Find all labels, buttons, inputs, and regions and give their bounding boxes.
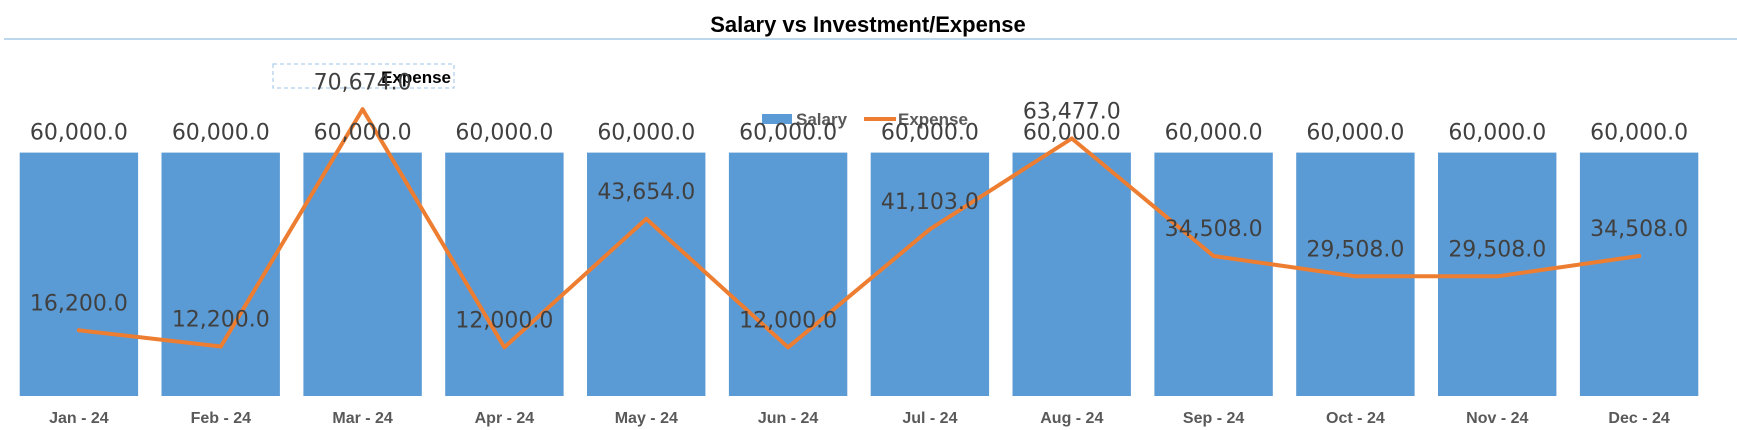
expense-point-11 <box>1495 274 1500 279</box>
salary-bar-8 <box>1012 152 1131 396</box>
expense-data-label-11: 29,508.0 <box>1448 237 1546 262</box>
x-tick-label-10: Oct - 24 <box>1326 410 1385 427</box>
salary-bar-2 <box>161 152 280 396</box>
x-axis-tick-labels: Jan - 24 Feb - 24 Mar - 24 Apr - 24 May - 24… <box>49 410 1670 427</box>
salary-data-label-2: 60,000.0 <box>172 121 270 146</box>
salary-data-label-1: 60,000.0 <box>30 121 128 146</box>
chart-title: Salary vs Investment/Expense <box>710 12 1026 37</box>
expense-point-1 <box>76 328 81 333</box>
annotation-box <box>272 63 455 89</box>
salary-data-label-6: 60,000.0 <box>739 121 837 146</box>
expense-point-9 <box>1211 254 1216 258</box>
salary-data-label-12: 60,000.0 <box>1590 121 1688 146</box>
x-tick-label-3: Mar - 24 <box>332 410 393 427</box>
salary-data-label-8: 60,000.0 <box>1023 121 1121 146</box>
salary-data-label-4: 60,000.0 <box>455 121 553 146</box>
legend-label-salary: Salary <box>796 110 848 129</box>
x-tick-label-1: Jan - 24 <box>49 410 109 427</box>
expense-point-3 <box>360 107 365 112</box>
salary-data-labels: 60,000.0 60,000.0 60,000.0 60,000.0 60,000.0… <box>30 121 1688 146</box>
legend: Salary Expense <box>762 110 968 129</box>
expense-data-label-8: 63,477.0 <box>1023 100 1121 125</box>
salary-data-label-3: 60,000.0 <box>314 121 412 146</box>
salary-data-label-9: 60,000.0 <box>1165 121 1263 146</box>
salary-data-label-7: 60,000.0 <box>881 121 979 146</box>
x-tick-label-2: Feb - 24 <box>191 410 252 427</box>
x-tick-label-7: Jul - 24 <box>902 410 957 427</box>
expense-data-label-12: 34,508.0 <box>1590 217 1688 242</box>
salary-bar-4 <box>445 152 564 396</box>
expense-line-group <box>76 107 1642 350</box>
annotation-label: Expense <box>381 68 451 87</box>
expense-data-label-10: 29,508.0 <box>1306 237 1404 262</box>
expense-point-12 <box>1637 254 1642 258</box>
legend-swatch-salary <box>762 114 792 124</box>
salary-data-label-10: 60,000.0 <box>1306 121 1404 146</box>
expense-data-label-1: 16,200.0 <box>30 291 128 316</box>
salary-data-label-5: 60,000.0 <box>597 121 695 146</box>
expense-data-label-7: 41,103.0 <box>881 190 979 215</box>
salary-bar-3 <box>303 152 422 396</box>
expense-point-10 <box>1353 274 1358 279</box>
salary-bar-1 <box>19 152 139 396</box>
salary-bar-12 <box>1579 152 1699 396</box>
x-tick-label-4: Apr - 24 <box>475 410 535 427</box>
expense-point-6 <box>786 345 791 350</box>
salary-bar-6 <box>728 152 848 396</box>
expense-point-7 <box>927 227 932 232</box>
expense-data-label-9: 34,508.0 <box>1165 217 1263 242</box>
salary-bars <box>19 152 1699 396</box>
salary-bar-5 <box>587 152 706 396</box>
expense-point-2 <box>218 344 223 349</box>
x-tick-label-5: May - 24 <box>615 410 678 427</box>
expense-data-label-5: 43,654.0 <box>597 180 695 205</box>
expense-data-label-4: 12,000.0 <box>455 308 553 333</box>
expense-point-4 <box>502 345 507 350</box>
expense-line <box>76 107 1642 350</box>
legend-label-expense: Expense <box>898 110 968 129</box>
expense-data-labels: 16,200.0 12,200.0 70,674.0 12,000.0 43,654.0… <box>30 70 1688 333</box>
salary-bar-9 <box>1154 152 1273 396</box>
x-tick-label-6: Jun - 24 <box>758 410 819 427</box>
x-tick-label-9: Sep - 24 <box>1183 410 1244 427</box>
expense-data-label-3: 70,674.0 <box>314 70 412 95</box>
x-tick-label-11: Nov - 24 <box>1466 410 1528 427</box>
expense-point-8 <box>1069 136 1074 141</box>
expense-data-label-6: 12,000.0 <box>739 308 837 333</box>
expense-point-5 <box>644 216 649 221</box>
expense-data-label-2: 12,200.0 <box>172 308 270 333</box>
x-tick-label-8: Aug - 24 <box>1040 410 1103 427</box>
salary-bar-7 <box>870 152 990 396</box>
x-tick-label-12: Dec - 24 <box>1608 410 1669 427</box>
salary-data-label-11: 60,000.0 <box>1448 121 1546 146</box>
